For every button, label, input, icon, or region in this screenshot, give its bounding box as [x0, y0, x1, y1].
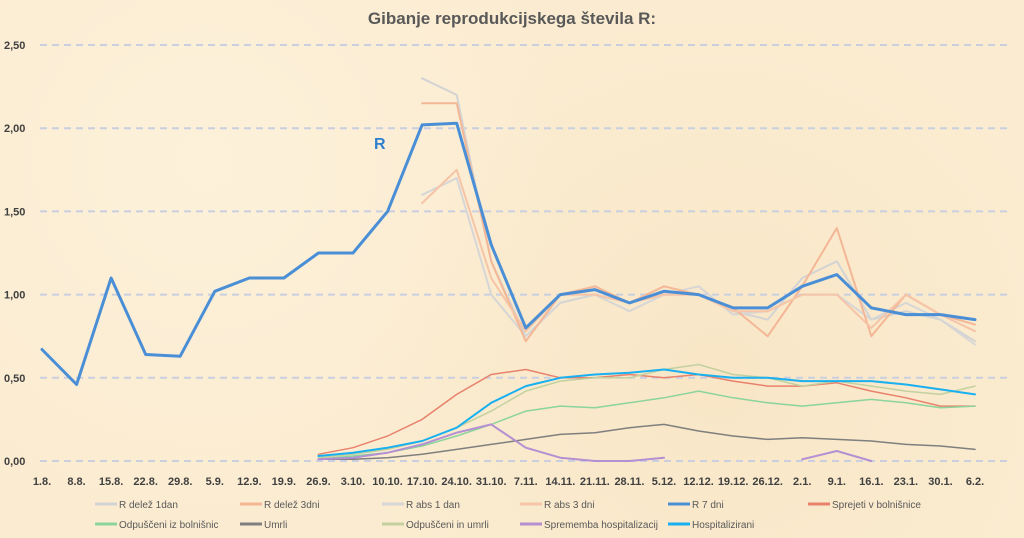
x-tick-label: 12.12. [683, 476, 714, 488]
x-tick-label: 29.8. [168, 476, 192, 488]
series-line-hospitalizirani [317, 368, 976, 457]
legend-item: Sprememba hospitalizacij [520, 520, 658, 531]
series-line-sprememba-hospitalizacij [801, 450, 873, 462]
legend-item: Hospitalizirani [668, 520, 754, 531]
legend-label: Odpuščeni in umrli [406, 520, 489, 531]
legend-item: Odpuščeni iz bolnišnic [95, 520, 219, 531]
x-tick-label: 3.10. [341, 476, 365, 488]
legend-label: Sprememba hospitalizacij [544, 520, 658, 531]
legend-label: Hospitalizirani [692, 520, 754, 531]
x-tick-label: 24.10. [441, 476, 472, 488]
x-tick-label: 14.11. [545, 476, 575, 488]
legend-item: Odpuščeni in umrli [382, 520, 489, 531]
x-tick-label: 7.11. [514, 476, 538, 488]
series-line-odpuščeni-iz-bolnišnic [317, 390, 976, 461]
x-tick-label: 21.11. [580, 476, 610, 488]
series-line-sprejeti-v-bolnišnice [317, 368, 976, 456]
r-annotation: R [374, 136, 386, 153]
y-tick-label: 2,50 [4, 40, 25, 52]
legend-label: Umrli [264, 520, 287, 531]
legend-label: R delež 1dan [119, 500, 178, 511]
series-line-r-abs-3-dni [421, 168, 976, 333]
legend-item: R abs 1 dan [382, 500, 460, 511]
series-line-r-7-dni [40, 121, 977, 386]
x-tick-label: 1.8. [33, 476, 51, 488]
legend-label: R delež 3dni [264, 500, 320, 511]
x-tick-label: 23.1. [894, 476, 918, 488]
x-tick-label: 9.1. [828, 476, 846, 488]
y-tick-label: 1,00 [4, 290, 25, 302]
x-tick-label: 8.8. [67, 476, 85, 488]
series-line-r-abs-1-dan [421, 177, 976, 346]
legend-label: R 7 dni [692, 500, 724, 511]
legend-label: R abs 1 dan [406, 500, 460, 511]
legend-item: Umrli [240, 520, 287, 531]
chart-title: Gibanje reprodukcijskega števila R: [368, 9, 656, 28]
x-tick-label: 5.12. [652, 476, 676, 488]
legend-item: R delež 3dni [240, 500, 320, 511]
legend: R delež 1dan R delež 3dni R abs 1 dan R abs… [95, 500, 921, 531]
x-tick-label: 19.9. [272, 476, 296, 488]
x-tick-label: 31.10. [476, 476, 507, 488]
series-line-r-delež-1dan [421, 77, 976, 343]
x-tick-label: 26.9. [306, 476, 330, 488]
series-line-r-delež-3dni [421, 102, 976, 343]
y-tick-label: 1,50 [4, 206, 25, 218]
x-tick-label: 2.1. [793, 476, 811, 488]
x-tick-label: 17.10. [407, 476, 438, 488]
legend-item: R delež 1dan [95, 500, 178, 511]
x-tick-label: 26.12. [752, 476, 783, 488]
x-tick-label: 30.1. [928, 476, 952, 488]
series-line-sprememba-hospitalizacij [317, 423, 665, 462]
x-tick-label: 28.11. [614, 476, 644, 488]
x-tick-label: 5.9. [206, 476, 224, 488]
x-tick-label: 6.2. [966, 476, 984, 488]
legend-item: R 7 dni [668, 500, 724, 511]
x-tick-label: 19.12. [718, 476, 749, 488]
legend-item: Sprejeti v bolnišnice [808, 500, 921, 511]
legend-item: R abs 3 dni [520, 500, 595, 511]
x-tick-label: 22.8. [133, 476, 157, 488]
legend-label: Sprejeti v bolnišnice [832, 500, 921, 511]
x-tick-label: 15.8. [99, 476, 123, 488]
x-tick-label: 16.1. [859, 476, 883, 488]
x-tick-label: 12.9. [237, 476, 261, 488]
y-tick-label: 0,00 [4, 456, 25, 468]
y-tick-label: 0,50 [4, 373, 25, 385]
legend-label: R abs 3 dni [544, 500, 595, 511]
series-line-umrli [317, 423, 976, 461]
y-tick-label: 2,00 [4, 123, 25, 135]
legend-label: Odpuščeni iz bolnišnic [119, 520, 219, 531]
x-tick-label: 10.10. [372, 476, 403, 488]
